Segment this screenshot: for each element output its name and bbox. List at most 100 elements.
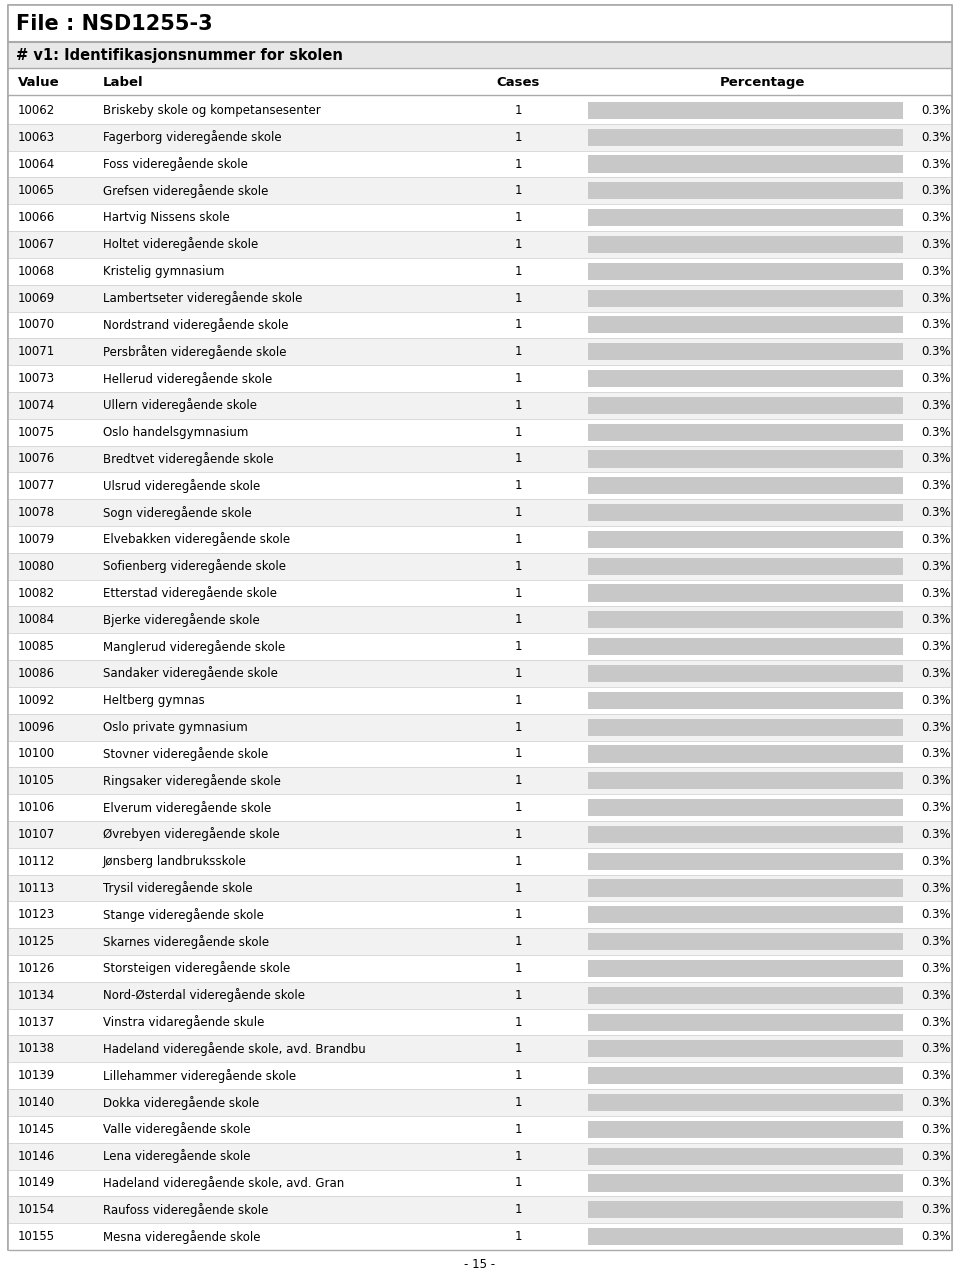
Text: 1: 1 [515,265,521,277]
Text: Foss videregående skole: Foss videregående skole [103,157,248,171]
Text: Bredtvet videregående skole: Bredtvet videregående skole [103,452,274,466]
Text: 1: 1 [515,855,521,868]
Text: 1: 1 [515,641,521,654]
Bar [588,155,903,172]
Bar [8,177,952,204]
Text: 0.3%: 0.3% [922,989,951,1002]
Text: Raufoss videregående skole: Raufoss videregående skole [103,1203,269,1217]
Text: 0.3%: 0.3% [922,962,951,975]
Text: 10078: 10078 [18,506,55,519]
Text: 1: 1 [515,614,521,627]
Bar [8,312,952,338]
Text: 1: 1 [515,801,521,814]
Bar [588,289,903,307]
Text: 0.3%: 0.3% [922,1176,951,1189]
Text: Ullern videregående skole: Ullern videregående skole [103,398,257,412]
Bar [8,446,952,473]
Text: 0.3%: 0.3% [922,372,951,385]
Text: 0.3%: 0.3% [922,506,951,519]
Text: 10077: 10077 [18,479,56,492]
Text: 10073: 10073 [18,372,55,385]
Text: 1: 1 [515,1203,521,1216]
Text: 0.3%: 0.3% [922,291,951,304]
Text: 0.3%: 0.3% [922,882,951,895]
Bar [588,611,903,628]
Text: 1: 1 [515,452,521,466]
Text: 0.3%: 0.3% [922,265,951,277]
Text: 0.3%: 0.3% [922,560,951,573]
Bar [8,1197,952,1224]
Text: 0.3%: 0.3% [922,158,951,171]
Text: 10126: 10126 [18,962,56,975]
Text: 10076: 10076 [18,452,56,466]
Text: 1: 1 [515,693,521,706]
Text: 1: 1 [515,908,521,922]
Text: 1: 1 [515,1149,521,1162]
Text: 1: 1 [515,131,521,144]
Text: 1: 1 [515,185,521,198]
Text: 10134: 10134 [18,989,56,1002]
Text: 0.3%: 0.3% [922,1070,951,1082]
Text: 1: 1 [515,506,521,519]
Bar [8,71,952,95]
Bar [8,847,952,874]
Text: 10067: 10067 [18,238,56,250]
Text: 0.3%: 0.3% [922,720,951,733]
Bar [8,606,952,633]
Bar [8,1116,952,1143]
Text: 10149: 10149 [18,1176,56,1189]
Bar [588,907,903,923]
Text: 10154: 10154 [18,1203,56,1216]
Bar [588,584,903,602]
Text: 1: 1 [515,479,521,492]
Text: 1: 1 [515,747,521,760]
Bar [8,365,952,392]
Text: Stange videregående skole: Stange videregående skole [103,908,264,922]
Bar [588,1094,903,1111]
Bar [8,741,952,768]
Text: Mesna videregående skole: Mesna videregående skole [103,1230,260,1244]
Text: 0.3%: 0.3% [922,1122,951,1136]
Text: 10066: 10066 [18,211,56,225]
Text: 10138: 10138 [18,1043,55,1055]
Text: Nordstrand videregående skole: Nordstrand videregående skole [103,318,289,331]
Bar [8,553,952,579]
Bar [588,853,903,869]
Text: 1: 1 [515,318,521,331]
Text: Hartvig Nissens skole: Hartvig Nissens skole [103,211,229,225]
Text: Lena videregående skole: Lena videregående skole [103,1149,251,1163]
Bar [588,424,903,440]
Text: 0.3%: 0.3% [922,641,951,654]
Text: 0.3%: 0.3% [922,131,951,144]
Text: Sogn videregående skole: Sogn videregående skole [103,506,252,520]
Text: 1: 1 [515,962,521,975]
Text: 1: 1 [515,587,521,600]
Bar [8,714,952,741]
Bar [8,633,952,660]
Text: 0.3%: 0.3% [922,318,951,331]
Text: Jønsberg landbruksskole: Jønsberg landbruksskole [103,855,247,868]
Bar [8,42,952,68]
Text: 0.3%: 0.3% [922,185,951,198]
Text: 0.3%: 0.3% [922,1203,951,1216]
Text: 1: 1 [515,399,521,412]
Bar [588,772,903,790]
Text: 1: 1 [515,774,521,787]
Text: 0.3%: 0.3% [922,345,951,358]
Text: Grefsen videregående skole: Grefsen videregående skole [103,184,269,198]
Text: Øvrebyen videregående skole: Øvrebyen videregående skole [103,827,279,841]
Bar [588,745,903,763]
Bar [588,719,903,736]
Text: 10146: 10146 [18,1149,56,1162]
Text: Label: Label [103,76,144,89]
Text: Sandaker videregående skole: Sandaker videregående skole [103,666,277,681]
Text: 10070: 10070 [18,318,55,331]
Text: File : NSD1255-3: File : NSD1255-3 [16,14,212,33]
Bar [8,982,952,1009]
Text: Ulsrud videregående skole: Ulsrud videregående skole [103,479,260,493]
Text: 0.3%: 0.3% [922,747,951,760]
Bar [588,101,903,119]
Bar [8,392,952,419]
Bar [8,687,952,714]
Text: 1: 1 [515,666,521,681]
